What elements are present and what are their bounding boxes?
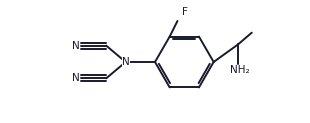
Text: N: N: [72, 73, 80, 83]
Text: N: N: [72, 41, 80, 51]
Text: F: F: [182, 7, 188, 17]
Text: NH₂: NH₂: [230, 65, 250, 75]
Text: N: N: [122, 57, 130, 67]
